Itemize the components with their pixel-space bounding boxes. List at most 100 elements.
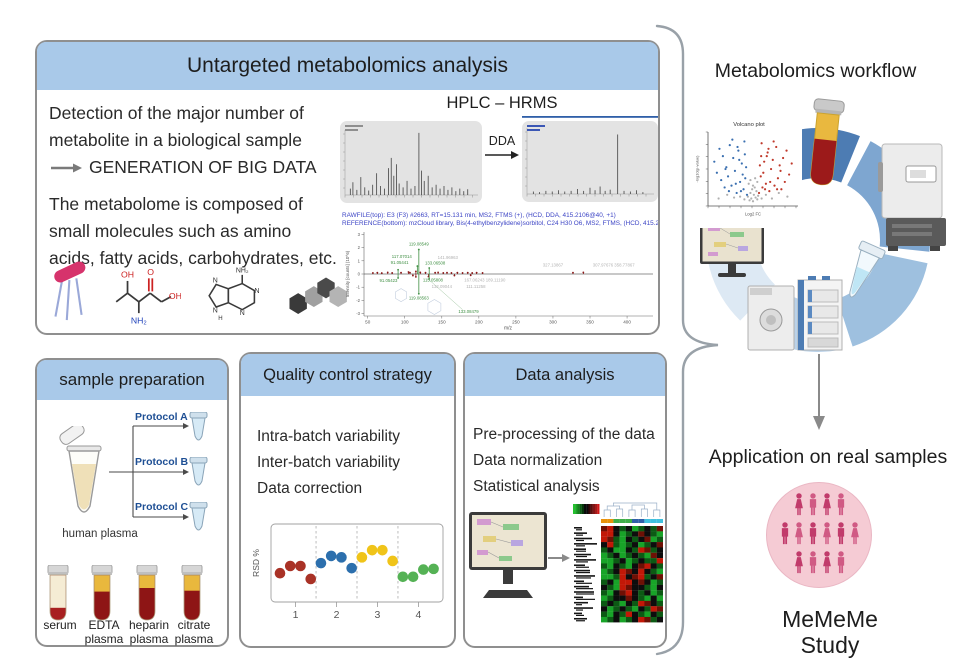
svg-text:91.05423: 91.05423 bbox=[379, 278, 398, 283]
svg-text:Intensity [counts] (10^6): Intensity [counts] (10^6) bbox=[345, 250, 350, 297]
svg-text:133.08479: 133.08479 bbox=[458, 309, 479, 314]
svg-text:Volcano plot: Volcano plot bbox=[733, 122, 765, 128]
svg-text:NH₂: NH₂ bbox=[131, 316, 147, 326]
workflow-cycle-diagram: Volcano plot -log10(p-value) Log2 FC bbox=[692, 98, 946, 352]
big-data-label: GENERATION OF BIG DATA bbox=[89, 157, 317, 177]
svg-text:-3: -3 bbox=[356, 311, 360, 316]
ms2-spectrum bbox=[522, 116, 658, 202]
svg-text:141.96963: 141.96963 bbox=[438, 255, 459, 260]
grouping-brace bbox=[655, 24, 719, 656]
svg-text:250: 250 bbox=[512, 320, 520, 325]
svg-text:4: 4 bbox=[416, 609, 422, 621]
text-line: The metabolome is composed of bbox=[49, 194, 303, 214]
mirror-plot-block: RAWFILE(top): E3 (F3) #2663, RT=15.131 m… bbox=[342, 212, 658, 332]
svg-text:117.07014: 117.07014 bbox=[392, 254, 413, 259]
svg-text:0: 0 bbox=[358, 272, 361, 277]
svg-text:N: N bbox=[240, 310, 245, 317]
human-plasma-label: human plasma bbox=[62, 528, 138, 540]
svg-text:115.05808: 115.05808 bbox=[423, 277, 444, 282]
svg-text:100: 100 bbox=[401, 320, 409, 325]
protocol-a-label: Protocol A bbox=[135, 411, 188, 423]
panel-header: Data analysis bbox=[465, 354, 665, 396]
down-arrow-icon bbox=[813, 354, 825, 430]
volcano-plot: Volcano plot -log10(p-value) Log2 FC bbox=[692, 116, 802, 228]
people-icons bbox=[781, 493, 859, 574]
sample-preparation-panel: sample preparation Protocol A Protocol B… bbox=[35, 358, 229, 647]
svg-text:327.13867: 327.13867 bbox=[543, 263, 564, 268]
human-plasma-tube-icon bbox=[59, 426, 102, 513]
right-arrow-icon bbox=[51, 163, 82, 172]
svg-text:119.08563: 119.08563 bbox=[409, 296, 430, 301]
svg-text:1: 1 bbox=[358, 258, 361, 263]
svg-text:NH₂: NH₂ bbox=[236, 267, 249, 274]
text-line: small molecules such as amino bbox=[49, 221, 292, 241]
svg-text:N: N bbox=[255, 288, 260, 295]
lipid-icon bbox=[54, 261, 86, 321]
panel-header: Quality control strategy bbox=[241, 354, 454, 396]
text-line: Detection of the major number of bbox=[49, 103, 304, 123]
citrate-plasma-label: citrate plasma bbox=[174, 618, 214, 646]
svg-text:2: 2 bbox=[358, 245, 361, 250]
svg-text:133.06508: 133.06508 bbox=[425, 260, 446, 265]
svg-text:91.05441: 91.05441 bbox=[391, 260, 410, 265]
edta-plasma-tube-icon bbox=[91, 565, 113, 621]
analysis-monitor-icon bbox=[469, 512, 547, 598]
workflow-monitor-icon bbox=[700, 220, 764, 277]
threonine-structure-icon: OH O OH NH₂ bbox=[116, 267, 181, 326]
svg-text:350: 350 bbox=[586, 320, 594, 325]
svg-text:300: 300 bbox=[549, 320, 557, 325]
serum-label: serum bbox=[43, 618, 77, 632]
svg-text:O: O bbox=[148, 267, 155, 277]
svg-text:N: N bbox=[213, 307, 218, 314]
carbohydrate-icon bbox=[289, 277, 347, 315]
heparin-plasma-label: heparin plasma bbox=[128, 618, 170, 646]
rawfile-caption: RAWFILE(top): E3 (F3) #2663, RT=15.131 m… bbox=[342, 212, 616, 219]
reference-caption: REFERENCE(bottom): mzCloud library, Bis(… bbox=[342, 220, 658, 227]
molecule-icons-row: OH O OH NH₂ NH₂ N N N N H bbox=[52, 255, 347, 333]
hplc-hrms-title: HPLC – HRMS bbox=[446, 94, 558, 112]
svg-text:RSD %: RSD % bbox=[251, 549, 261, 577]
panel-header: Untargeted metabolomics analysis bbox=[37, 42, 658, 90]
panel-title: Data analysis bbox=[515, 365, 615, 384]
protocol-b-label: Protocol B bbox=[135, 456, 189, 468]
svg-text:H: H bbox=[218, 315, 222, 322]
quality-control-panel: Quality control strategy Intra-batch var… bbox=[239, 352, 456, 648]
svg-text:400: 400 bbox=[623, 320, 631, 325]
svg-text:150: 150 bbox=[438, 320, 446, 325]
svg-text:OH: OH bbox=[169, 291, 181, 301]
serum-tube-icon bbox=[47, 565, 69, 621]
panel-title: Untargeted metabolomics analysis bbox=[187, 54, 508, 77]
workflow-title: Metabolomics workflow bbox=[714, 60, 917, 82]
svg-text:132.09044: 132.09044 bbox=[432, 284, 453, 289]
edta-plasma-label: EDTA plasma bbox=[84, 618, 124, 646]
panel-title: Quality control strategy bbox=[263, 365, 432, 384]
da-text: Pre-processing of the data Data normaliz… bbox=[473, 426, 655, 495]
study-population-circle bbox=[766, 482, 872, 588]
svg-text:1: 1 bbox=[293, 609, 299, 621]
svg-text:m/z: m/z bbox=[504, 326, 513, 332]
blood-tube-icon bbox=[810, 98, 845, 186]
svg-text:119.08549: 119.08549 bbox=[409, 242, 430, 247]
svg-text:OH: OH bbox=[121, 269, 134, 279]
untargeted-metabolomics-panel: Untargeted metabolomics analysis Detecti… bbox=[35, 40, 660, 335]
svg-text:2: 2 bbox=[334, 609, 340, 621]
protocol-a-tube-icon bbox=[189, 412, 208, 441]
protocol-c-label: Protocol C bbox=[135, 501, 189, 513]
panel-title: sample preparation bbox=[59, 370, 205, 389]
dda-arrow-group: DDA bbox=[483, 134, 521, 162]
protocol-c-tube-icon bbox=[189, 502, 208, 531]
qc-text: Intra-batch variability Inter-batch vari… bbox=[257, 428, 401, 497]
mirror-spectrum-plot: 3 2 1 0 -1 -2 -3 50 100 150 200 250 300 350 400 m/z Inte… bbox=[345, 232, 653, 332]
panel-header: sample preparation bbox=[37, 360, 227, 400]
svg-text:111.11258: 111.11258 bbox=[466, 284, 486, 289]
application-label: Application on real samples bbox=[708, 446, 948, 468]
protocol-connector-lines bbox=[109, 423, 189, 520]
full-scan-spectrum bbox=[340, 121, 482, 203]
dda-label: DDA bbox=[488, 134, 516, 148]
svg-text:3: 3 bbox=[358, 232, 361, 237]
sample-tube-icon bbox=[849, 240, 886, 298]
svg-text:50: 50 bbox=[365, 320, 371, 325]
flow-arrow-icon bbox=[548, 554, 570, 562]
study-name: MeMeMe Study bbox=[782, 606, 878, 658]
